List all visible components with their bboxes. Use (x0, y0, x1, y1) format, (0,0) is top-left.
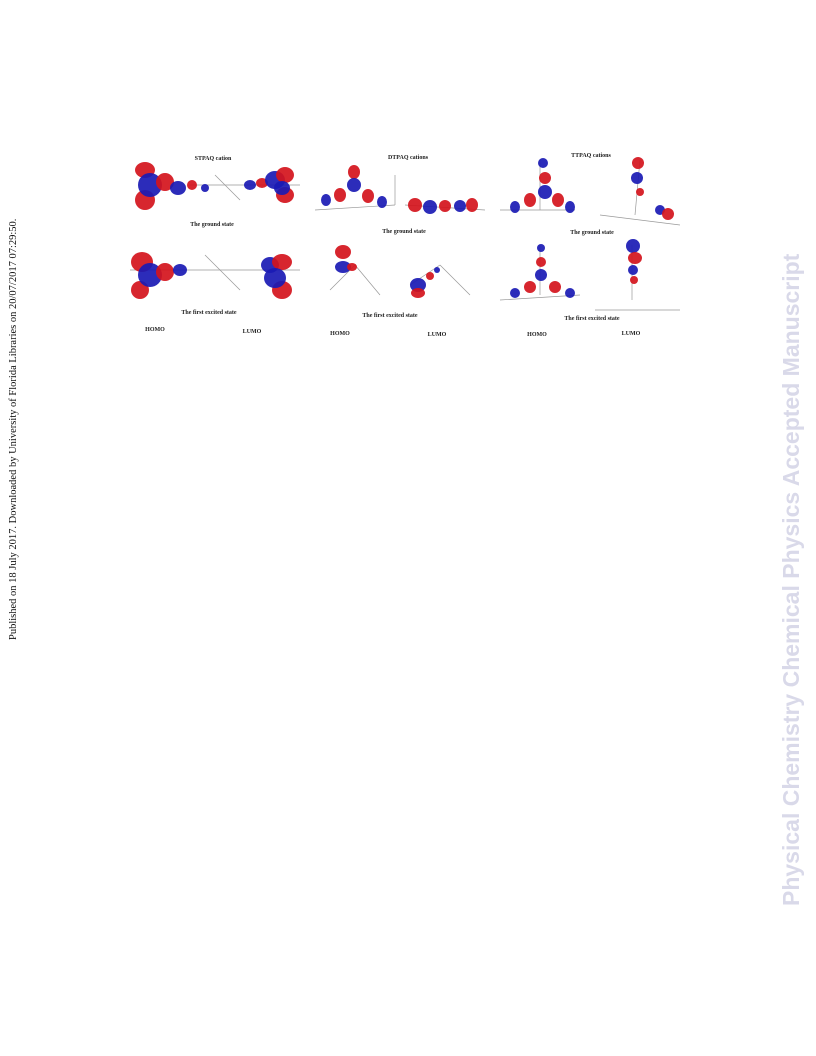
orbital-lobe (535, 269, 547, 281)
state-label: The ground state (570, 230, 614, 236)
orbital-lobe (264, 268, 286, 288)
orbital-lobe (466, 198, 478, 212)
bond (439, 264, 471, 296)
state-label: The ground state (190, 222, 234, 228)
orbital-lobe (454, 200, 466, 212)
orbital-lobe (138, 173, 162, 197)
orbital-lobe (565, 288, 575, 298)
orbital-label: LUMO (243, 329, 262, 335)
orbital-lobe (348, 165, 360, 179)
orbital-lobe (662, 208, 674, 220)
orbital-lobe (632, 157, 644, 169)
orbital-lobe (170, 181, 186, 195)
orbital-lobe (524, 281, 536, 293)
orbital-label: LUMO (428, 332, 447, 338)
orbital-lobe (538, 185, 552, 199)
orbital-lobe (138, 263, 162, 287)
orbital-lobe (362, 189, 374, 203)
bond (204, 254, 241, 291)
orbital-lobe (276, 167, 294, 183)
orbital-lobe (335, 261, 351, 273)
watermark: Physical Chemistry Chemical Physics Acce… (778, 253, 804, 906)
bond (354, 264, 381, 296)
orbital-lobe (510, 201, 520, 213)
orbital-lobe (408, 198, 422, 212)
orbital-lobe (434, 267, 440, 273)
orbital-lobe (549, 281, 561, 293)
orbital-lobe (628, 265, 638, 275)
orbital-lobe (321, 194, 331, 206)
orbital-lobe (244, 180, 256, 190)
state-label: The first excited state (362, 313, 417, 319)
bond (634, 159, 641, 216)
orbital-lobe (536, 257, 546, 267)
orbital-lobe (538, 158, 548, 168)
orbital-label: HOMO (145, 327, 165, 333)
bond (214, 174, 241, 201)
orbital-lobe (631, 172, 643, 184)
orbital-lobe (410, 278, 426, 292)
orbital-lobe (628, 252, 642, 264)
orbital-lobe (274, 181, 290, 195)
orbital-label: LUMO (622, 331, 641, 337)
orbital-lobe (423, 200, 437, 214)
orbital-lobe (256, 178, 268, 188)
orbital-lobe (411, 288, 425, 298)
orbital-lobe (636, 188, 644, 196)
panel-title: STPAQ cation (195, 156, 232, 162)
orbital-lobe (426, 272, 434, 280)
orbital-lobe (539, 172, 551, 184)
orbital-label: HOMO (330, 331, 350, 337)
orbital-lobe (156, 263, 174, 281)
state-label: The first excited state (564, 316, 619, 322)
orbital-lobe (156, 173, 174, 191)
orbital-lobe (510, 288, 520, 298)
orbital-lobe (626, 239, 640, 253)
orbital-lobe (272, 254, 292, 270)
orbital-label: HOMO (527, 332, 547, 338)
orbital-lobe (524, 193, 536, 207)
state-label: The ground state (382, 229, 426, 235)
orbital-lobe (552, 193, 564, 207)
orbital-lobe (347, 178, 361, 192)
orbital-lobe (187, 180, 197, 190)
panel-title: DTPAQ cations (388, 155, 429, 161)
orbital-lobe (630, 276, 638, 284)
orbital-lobe (377, 196, 387, 208)
orbital-lobe (565, 201, 575, 213)
orbital-lobe (334, 188, 346, 202)
orbital-lobe (201, 184, 209, 192)
state-label: The first excited state (181, 310, 236, 316)
figure (130, 157, 681, 311)
panel-title: TTPAQ cations (571, 153, 611, 159)
orbital-lobe (335, 245, 351, 259)
orbital-lobe (537, 244, 545, 252)
orbital-lobe (347, 263, 357, 271)
orbital-lobe (173, 264, 187, 276)
margin-note: Published on 18 July 2017. Downloaded by… (8, 219, 19, 640)
orbital-lobe (439, 200, 451, 212)
bond (599, 214, 681, 226)
